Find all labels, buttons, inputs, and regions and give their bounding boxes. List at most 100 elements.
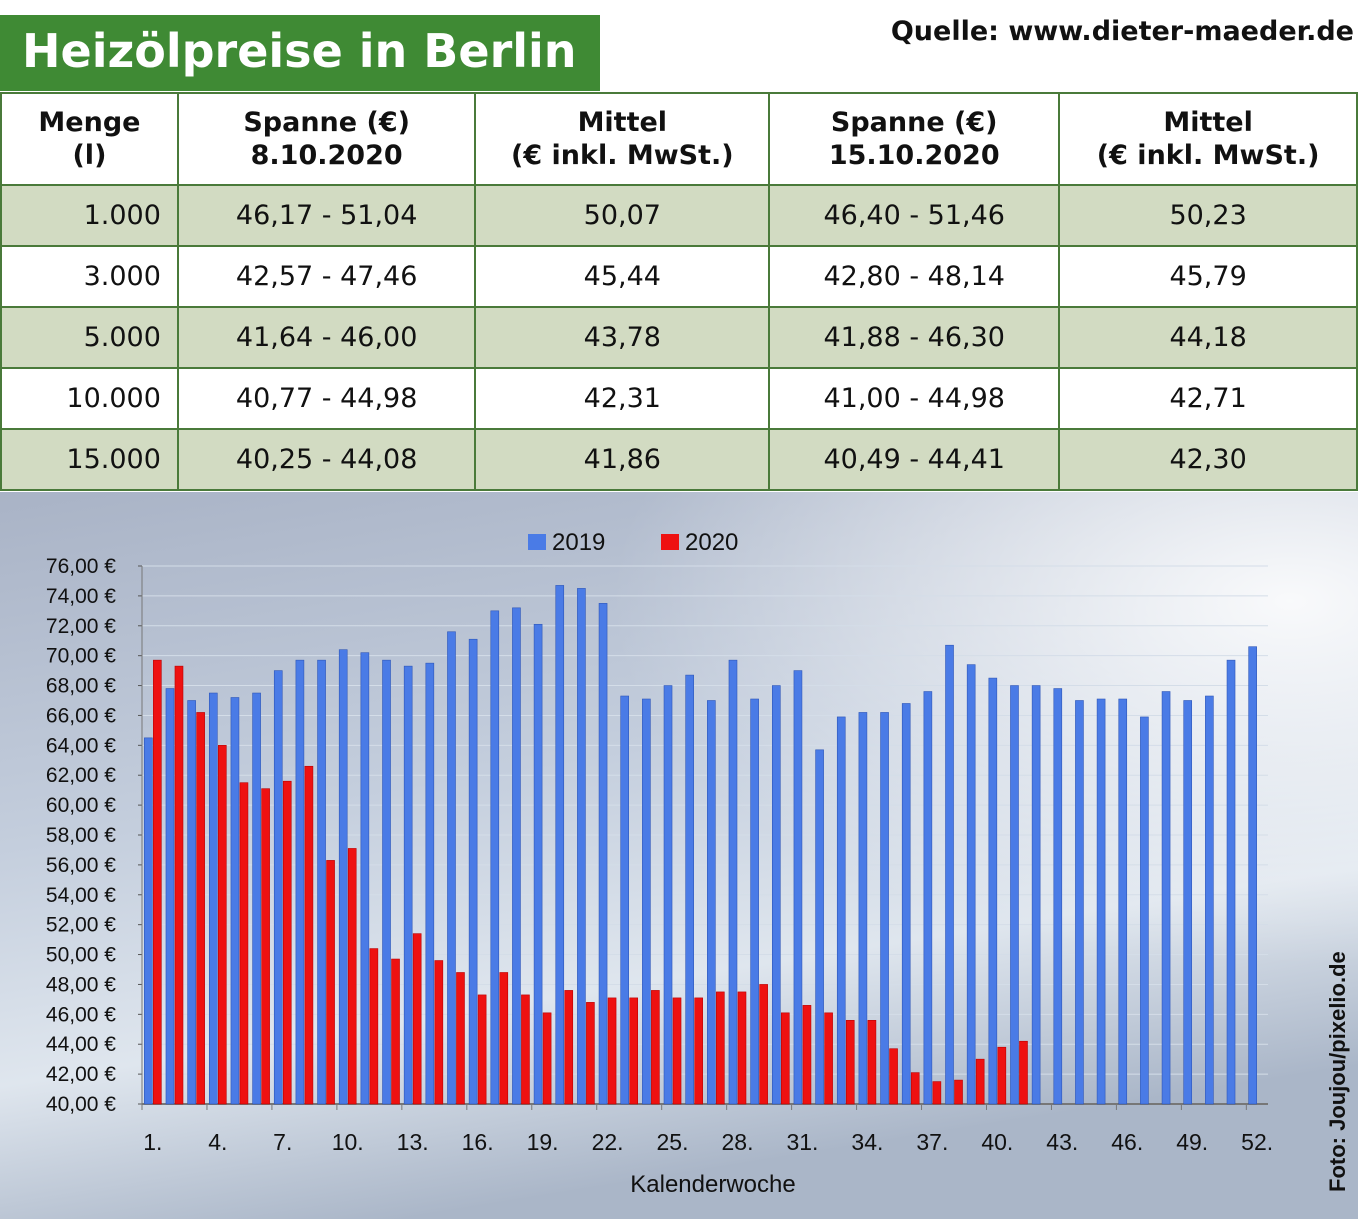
table-cell: 44,18 [1058,306,1358,369]
bar [1010,685,1019,1105]
x-tick-label: 34. [851,1129,883,1155]
bar [153,659,162,1105]
bar [1053,688,1063,1105]
bar [252,692,261,1105]
table-cell: 42,31 [474,367,771,430]
x-tick-label: 22. [592,1129,624,1155]
table-row: 3.000 42,57 - 47,46 45,44 42,80 - 48,14 45,7… [0,245,1358,308]
bar [975,1058,985,1105]
x-tick-label: 31. [786,1129,818,1155]
bar [1226,659,1236,1105]
bar [347,848,357,1105]
bar [144,737,153,1105]
x-tick-label: 28. [721,1129,753,1155]
bar [672,997,682,1105]
table-cell: 15.000 [0,428,179,491]
bar [477,994,487,1105]
table-cell: 3.000 [0,245,179,308]
chart: 40,00 € 42,00 € 44,00 € 46,00 € 48,00 € 50,00… [0,492,1358,1219]
table-cell: 45,44 [474,245,771,308]
x-tick-label: 4. [208,1129,227,1155]
bar [945,644,954,1105]
bar [867,1020,877,1105]
bar [521,994,530,1105]
photo-credit: Foto: Joujou/pixelio.de [1325,951,1350,1192]
header-cell: Mittel (€ inkl. MwSt.) [1058,92,1358,186]
bar [447,631,456,1105]
source: Quelle: www.dieter-maeder.de [890,16,1354,47]
legend-label: 2019 [552,529,605,556]
bar [793,670,803,1105]
bar [1183,700,1193,1105]
bar [174,665,184,1105]
bar [651,990,660,1105]
table-cell: 1.000 [0,184,179,247]
bar [196,712,205,1105]
bar [391,958,400,1105]
y-tick-label: 52,00 € [46,914,116,937]
header-line: (€ inkl. MwSt.) [1096,140,1320,171]
header-line: Menge [38,107,141,138]
bar [273,670,283,1105]
x-tick-label: 7. [273,1129,292,1155]
y-tick-label: 42,00 € [46,1063,116,1086]
bar [586,1002,595,1105]
bar [707,700,716,1105]
y-tick-label: 44,00 € [46,1033,116,1056]
y-tick-label: 54,00 € [46,884,116,907]
header-line: 8.10.2020 [250,140,403,171]
header-cell: Mittel (€ inkl. MwSt.) [474,92,771,186]
table-cell: 42,80 - 48,14 [768,245,1061,308]
bar [555,585,565,1105]
y-tick-label: 72,00 € [46,615,116,638]
bar [901,703,911,1105]
header-line: 15.10.2020 [828,140,1000,171]
bar [750,698,759,1105]
bar [771,685,781,1105]
bar [802,1005,812,1105]
bar [620,695,630,1105]
legend-swatch [661,534,679,550]
header-line: Mittel [577,107,668,138]
bar [1031,685,1041,1105]
table-row: 5.000 41,64 - 46,00 43,78 41,88 - 46,30 44,1… [0,306,1358,369]
bar [966,664,976,1105]
table-cell: 40,25 - 44,08 [176,428,477,491]
bar [282,780,292,1105]
bar [910,1072,920,1105]
bar [338,649,348,1105]
x-tick-label: 10. [332,1129,364,1155]
header-cell: Spanne (€) 8.10.2020 [176,92,477,186]
table-cell: 46,17 - 51,04 [176,184,477,247]
header-line: Spanne (€) [243,107,410,138]
bar [1118,698,1128,1105]
table-cell: 5.000 [0,306,179,369]
bar [434,960,444,1105]
table-cell: 41,00 - 44,98 [768,367,1061,430]
bar [694,997,703,1105]
header-line: (l) [72,140,107,171]
bar [425,662,435,1105]
table-cell: 46,40 - 51,46 [768,184,1061,247]
bar [230,697,240,1105]
table-cell: 45,79 [1058,245,1358,308]
x-tick-label: 43. [1046,1129,1078,1155]
table-body: 1.000 46,17 - 51,04 50,07 46,40 - 51,46 50,2… [0,184,1358,491]
table-cell: 42,57 - 47,46 [176,245,477,308]
table-cell: 41,64 - 46,00 [176,306,477,369]
bar [382,659,391,1105]
bar [490,610,500,1105]
bar [217,745,227,1105]
bar [607,997,617,1105]
x-tick-label: 13. [397,1129,429,1155]
table-cell: 42,30 [1058,428,1358,491]
x-tick-label: 25. [657,1129,689,1155]
bar [716,991,725,1105]
header-line: (€ inkl. MwSt.) [511,140,734,171]
bar [577,588,586,1105]
bar [1019,1040,1028,1105]
table-cell: 42,71 [1058,367,1358,430]
table-row: 1.000 46,17 - 51,04 50,07 46,40 - 51,46 50,2… [0,184,1358,247]
x-tick-label: 46. [1111,1129,1143,1155]
